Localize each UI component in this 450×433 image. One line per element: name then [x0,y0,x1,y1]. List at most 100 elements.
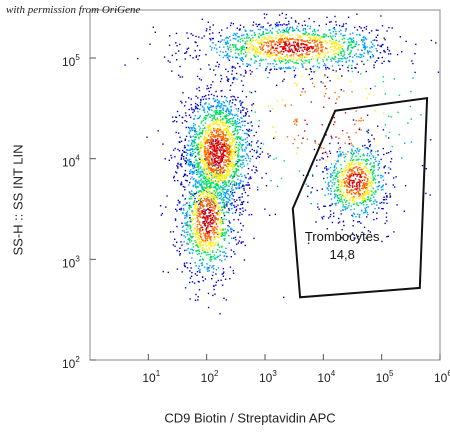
event-dot [159,205,162,207]
event-dot [347,45,350,47]
event-dot [221,89,223,92]
event-dot [259,51,262,53]
event-dot [294,39,296,41]
event-dot [331,42,333,44]
event-dot [255,60,258,62]
event-dot [255,169,257,171]
event-dot [341,48,343,50]
event-dot [354,163,356,165]
event-dot [296,43,298,45]
event-dot [364,45,366,47]
event-dot [216,225,219,228]
event-dot [249,73,252,75]
event-dot [192,218,194,220]
event-dot [358,187,360,189]
event-dot [190,218,192,221]
event-dot [321,37,323,39]
event-dot [277,32,279,34]
event-dot [208,232,211,235]
event-dot [229,144,232,147]
event-dot [214,203,216,205]
event-dot [204,150,206,152]
event-dot [223,143,225,145]
event-dot [196,181,198,183]
event-dot [196,201,198,203]
event-dot [191,240,193,242]
event-dot [270,24,272,26]
event-dot [335,102,337,104]
event-dot [308,73,310,76]
event-dot [237,175,239,177]
event-dot [205,102,207,104]
event-dot [342,204,344,206]
event-dot [364,37,366,39]
event-dot [271,31,273,34]
event-dot [234,145,236,147]
event-dot [253,62,256,64]
event-dot [197,200,200,202]
event-dot [208,192,210,195]
event-dot [211,119,213,122]
event-dot [208,181,211,183]
event-dot [420,114,422,116]
event-dot [363,39,365,41]
event-dot [212,168,214,171]
event-dot [199,156,202,159]
event-dot [224,145,226,147]
event-dot [197,182,199,185]
event-dot [235,150,237,152]
event-dot [317,30,319,32]
event-dot [226,120,228,122]
event-dot [318,40,321,42]
event-dot [318,56,320,58]
event-dot [338,96,340,98]
event-dot [213,195,216,198]
event-dot [216,129,218,132]
event-dot [184,105,186,107]
event-dot [236,32,238,35]
event-dot [322,60,324,63]
event-dot [176,225,178,228]
event-dot [380,174,383,177]
event-dot [194,164,197,166]
event-dot [213,226,215,228]
event-dot [223,177,225,179]
event-dot [190,275,193,277]
event-dot [231,192,234,194]
event-dot [182,194,184,196]
event-dot [204,170,206,173]
event-dot [331,37,333,39]
event-dot [367,193,370,195]
event-dot [249,43,252,45]
event-dot [232,166,234,168]
event-dot [239,165,241,168]
event-dot [214,122,216,124]
event-dot [231,212,234,214]
event-dot [363,35,365,38]
event-dot [318,53,320,55]
event-dot [349,175,351,178]
event-dot [207,231,209,233]
event-dot [293,76,296,78]
event-dot [225,184,228,187]
event-dot [212,172,214,174]
event-dot [195,41,197,44]
event-dot [194,218,196,220]
event-dot [230,174,233,176]
event-dot [349,44,351,46]
event-dot [216,204,218,206]
event-dot [258,120,260,122]
event-dot [198,157,200,160]
event-dot [225,175,227,177]
event-dot [337,77,339,79]
event-dot [337,179,339,181]
event-dot [222,112,224,114]
event-dot [299,35,301,37]
event-dot [366,114,369,116]
event-dot [205,230,208,233]
event-dot [238,136,240,138]
event-dot [247,163,249,165]
event-dot [296,50,298,53]
event-dot [185,179,187,182]
event-dot [234,119,236,122]
